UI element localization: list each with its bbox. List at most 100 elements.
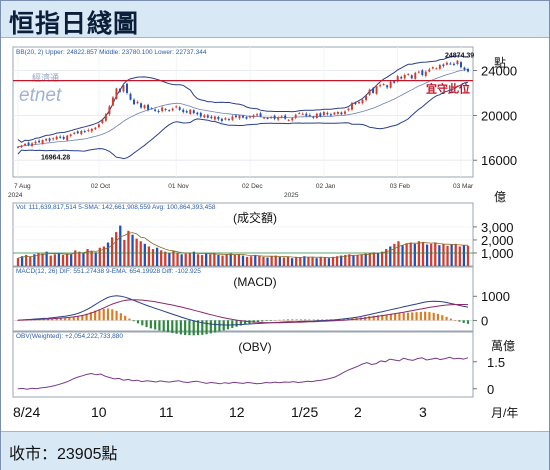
volume-bar <box>348 254 351 266</box>
candle-body <box>178 107 181 110</box>
candle-body <box>185 111 188 113</box>
obv-line <box>17 356 469 390</box>
candle-body <box>449 63 452 65</box>
date-axis: 7 Aug 02 Oct 01 Nov 02 Dec 02 Jan 03 Feb 03 Ma… <box>14 183 474 190</box>
volume-bar <box>450 244 453 266</box>
candle-body <box>147 104 150 110</box>
volume-bar <box>446 245 449 266</box>
volume-bar <box>266 257 269 266</box>
macd-tick-label: 0 <box>481 313 488 328</box>
macd-histogram-bar <box>436 313 440 321</box>
price-tick-label: 16000 <box>481 153 517 168</box>
candle-body <box>227 119 230 121</box>
candle-body <box>407 73 410 75</box>
volume-bar <box>462 245 466 266</box>
volume-bar <box>106 242 110 266</box>
macd-histogram-bar <box>201 320 204 335</box>
candle-body <box>104 114 107 121</box>
macd-histogram-bar <box>214 320 217 333</box>
volume-bar <box>217 254 220 266</box>
candle-body <box>452 63 455 65</box>
candle-body <box>111 97 114 106</box>
macd-histogram-bar <box>192 320 195 336</box>
macd-histogram-bar <box>51 318 54 321</box>
macd-histogram-bar <box>59 318 62 321</box>
date-tick-label: 7 Aug <box>14 183 31 190</box>
volume-bar <box>425 244 429 266</box>
macd-histogram-bar <box>291 319 294 321</box>
macd-histogram-bar <box>282 319 285 321</box>
volume-bar <box>160 250 163 266</box>
volume-tick-label: 1,000 <box>481 246 514 261</box>
price-panel <box>12 46 474 178</box>
candle-body <box>17 146 19 148</box>
page-title: 恒指日綫圖 <box>9 9 140 38</box>
volume-tick-label: 3,000 <box>481 220 514 235</box>
candle-body <box>238 115 241 119</box>
candle-body <box>234 115 237 118</box>
candle-body <box>115 88 118 99</box>
volume-bar <box>74 250 77 266</box>
volume-bar <box>311 257 314 266</box>
macd-histogram-bar <box>449 318 452 321</box>
macd-histogram-bar <box>115 310 118 321</box>
volume-bar <box>135 238 138 266</box>
footer-bar: 收市：23905點 <box>1 431 549 470</box>
obv-tick-label: 0 <box>487 382 494 397</box>
candle-body <box>129 93 132 100</box>
candle-body <box>140 103 143 108</box>
candle-body <box>62 136 65 139</box>
macd-tick-label: 1000 <box>481 289 510 304</box>
candle-body <box>224 118 227 120</box>
candlesticks <box>17 60 469 149</box>
candle-body <box>442 64 445 67</box>
volume-bar <box>221 255 224 266</box>
volume-bar <box>164 251 167 266</box>
price-tick-label: 24000 <box>481 64 517 79</box>
month-tick-label: 11 <box>159 404 174 420</box>
volume-bar <box>45 251 48 266</box>
volume-bar <box>417 241 421 266</box>
macd-histogram-bar <box>141 320 144 326</box>
macd-histogram-bar <box>394 313 397 321</box>
candle-body <box>343 111 346 114</box>
candle-body <box>164 108 167 110</box>
volume-bar <box>78 251 81 266</box>
obv-panel-title: (OBV) <box>238 340 271 354</box>
price-tick-label: 20000 <box>481 108 517 123</box>
volume-bar <box>192 251 196 266</box>
volume-bar <box>401 245 404 266</box>
date-tick-label: 02 Jan <box>316 183 336 190</box>
macd-histogram-bar <box>64 318 67 321</box>
candle-body <box>431 67 434 69</box>
volume-bar <box>356 254 359 266</box>
macd-histogram-bar <box>94 310 97 321</box>
volume-bar <box>115 232 118 266</box>
hsi-chart: 經濟通 etnet BB(20, 2) Upper: 24822.857 Mid… <box>8 46 518 420</box>
candle-body <box>263 117 266 119</box>
macd-histogram-bar <box>265 320 268 321</box>
candle-body <box>157 110 160 112</box>
high-annotation: 24874.39 <box>445 53 474 60</box>
candle-body <box>403 75 406 79</box>
candle-body <box>108 106 111 115</box>
macd-histogram-bar <box>415 312 418 321</box>
candle-body <box>175 106 178 108</box>
volume-bar <box>250 256 253 266</box>
volume-bar <box>61 254 65 266</box>
macd-histogram-bar <box>376 315 380 321</box>
candle-body <box>322 112 325 116</box>
obv-panel <box>12 331 474 398</box>
macd-histogram-bar <box>171 320 174 334</box>
candle-body <box>24 143 27 146</box>
volume-bar <box>372 252 376 266</box>
volume-bar <box>172 251 175 266</box>
volume-bar <box>82 252 85 266</box>
macd-histogram-bar <box>419 311 422 321</box>
macd-histogram-bar <box>244 320 247 325</box>
macd-histogram-bar <box>188 320 191 336</box>
candle-body <box>168 110 171 112</box>
macd-histogram-bar <box>81 314 84 321</box>
watermark-logo: etnet <box>19 85 62 106</box>
